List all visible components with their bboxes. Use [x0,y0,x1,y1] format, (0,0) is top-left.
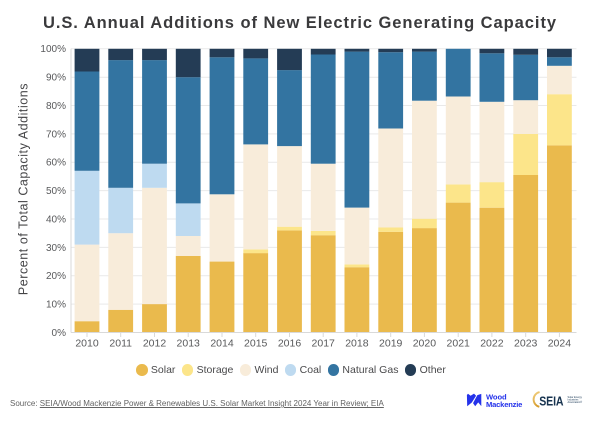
svg-text:SEIA: SEIA [539,394,564,408]
svg-text:Mackenzie: Mackenzie [486,400,522,409]
svg-text:2017: 2017 [312,338,336,350]
svg-text:60%: 60% [46,158,66,169]
svg-text:Industries: Industries [568,398,580,401]
svg-text:40%: 40% [46,214,66,225]
svg-text:0%: 0% [52,328,67,339]
svg-text:2021: 2021 [447,338,471,350]
svg-text:Wood: Wood [486,393,507,402]
svg-text:2024: 2024 [548,338,572,350]
svg-text:2023: 2023 [514,338,538,350]
svg-text:50%: 50% [46,186,66,197]
svg-text:20%: 20% [46,271,66,282]
svg-text:2022: 2022 [480,338,504,350]
svg-text:2019: 2019 [379,338,403,350]
svg-text:Association®: Association® [568,401,583,404]
svg-text:2011: 2011 [109,338,132,350]
svg-text:70%: 70% [46,129,66,140]
svg-text:2015: 2015 [244,338,268,350]
svg-text:2018: 2018 [345,338,369,350]
svg-text:30%: 30% [46,243,66,254]
svg-text:10%: 10% [46,300,66,311]
svg-text:2020: 2020 [413,338,437,350]
svg-text:2012: 2012 [143,338,167,350]
svg-text:100%: 100% [40,44,66,55]
svg-text:2014: 2014 [210,338,234,350]
svg-text:Percent of Total Capacity Addi: Percent of Total Capacity Additions [17,83,31,295]
svg-text:90%: 90% [46,73,66,84]
svg-text:2016: 2016 [278,338,302,350]
svg-text:2013: 2013 [177,338,201,350]
svg-text:80%: 80% [46,101,66,112]
svg-text:2010: 2010 [75,338,99,350]
svg-text:Solar Energy: Solar Energy [568,396,583,399]
